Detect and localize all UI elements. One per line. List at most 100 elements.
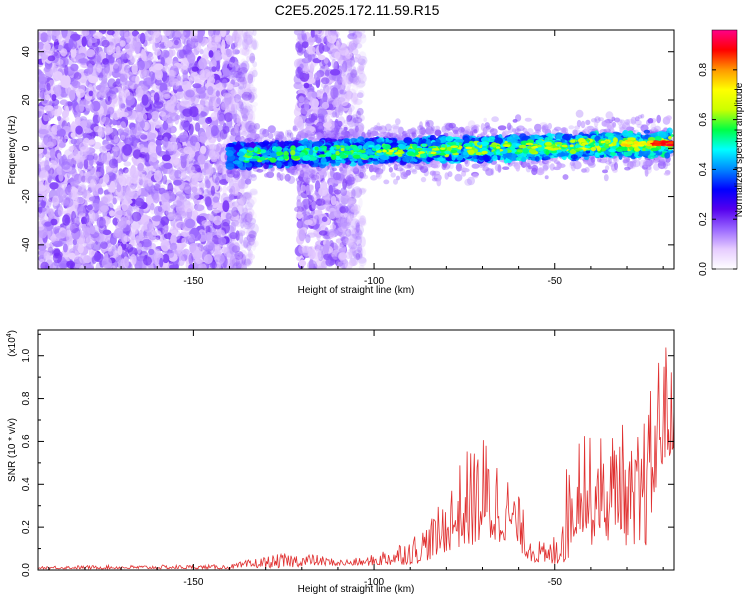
spectral-cell: [307, 217, 317, 227]
spectral-cell: [217, 109, 225, 122]
spectral-cell: [210, 125, 219, 137]
spectral-cell: [167, 213, 178, 221]
spectral-cell: [60, 98, 67, 106]
spectral-cell: [311, 98, 319, 109]
spectral-cell: [62, 214, 71, 226]
spectral-cell: [117, 245, 123, 256]
spectral-cell: [230, 221, 237, 234]
spectral-cell: [120, 103, 126, 109]
spectral-cell: [197, 154, 206, 165]
spectral-cell: [153, 170, 163, 182]
spectral-cell: [68, 38, 74, 50]
spectral-cell: [229, 232, 239, 240]
figure-title: C2E5.2025.172.11.59.R15: [275, 2, 440, 18]
spectral-cell: [80, 146, 90, 152]
spectral-cell: [170, 61, 180, 68]
spectral-cell: [153, 101, 164, 109]
spectral-cell: [134, 197, 144, 207]
spectral-cell: [113, 250, 118, 256]
spectral-cell: [86, 204, 93, 211]
spectral-cell: [120, 224, 131, 232]
spectral-cell: [161, 154, 171, 162]
spectral-cell: [222, 92, 232, 98]
spectral-cell: [111, 94, 120, 107]
spectral-cell: [230, 253, 236, 265]
spectral-cell: [331, 167, 337, 172]
spectral-cell: [153, 192, 160, 204]
spectral-cell: [247, 39, 253, 49]
spectral-cell: [155, 144, 162, 156]
spectral-cell: [249, 110, 256, 123]
spectral-cell: [222, 67, 230, 77]
spectral-cell: [141, 174, 146, 182]
spectral-cell: [176, 242, 182, 254]
spectral-cell: [65, 105, 70, 118]
spectral-cell: [61, 161, 71, 170]
spectral-cell: [81, 223, 87, 232]
spectral-cell: [239, 232, 244, 244]
spectral-cell: [89, 225, 96, 235]
spectral-cell: [160, 216, 169, 227]
spectral-cell: [222, 185, 227, 196]
spectral-cell: [298, 95, 305, 103]
spectral-cell: [549, 163, 555, 171]
spectral-cell: [247, 124, 257, 136]
spectral-cell: [100, 196, 109, 204]
spectral-cell: [96, 64, 103, 73]
spectral-cell: [355, 229, 363, 240]
spectral-cell: [81, 72, 88, 83]
spectral-cell: [163, 162, 173, 170]
spectral-cell: [334, 189, 341, 195]
spectral-cell: [153, 162, 159, 170]
spectral-cell: [244, 170, 249, 178]
spectral-cell: [70, 181, 80, 187]
spectral-cell: [329, 69, 341, 76]
spectral-cell: [120, 134, 126, 141]
spectral-cell: [141, 94, 149, 106]
spectral-cell: [210, 156, 218, 163]
spectral-cell: [585, 119, 591, 126]
spectral-cell: [80, 120, 88, 128]
spectral-cell: [135, 53, 144, 59]
spectral-cell: [207, 86, 214, 96]
spectral-cell: [213, 215, 223, 226]
spectral-cell: [64, 149, 74, 159]
spectral-cell: [211, 171, 219, 184]
spectral-cell: [170, 134, 177, 144]
spectral-cell: [241, 130, 248, 137]
spectral-cell: [327, 229, 335, 238]
spectral-cell: [151, 215, 162, 222]
spectral-cell: [98, 72, 103, 81]
spectral-cell: [164, 100, 175, 112]
spectral-cell: [212, 196, 220, 203]
spectral-cell: [92, 89, 102, 99]
spectral-cell: [207, 242, 216, 255]
spectral-cell: [347, 200, 358, 207]
spectral-cell: [189, 192, 200, 200]
spectral-cell: [250, 223, 259, 235]
spectral-cell: [116, 149, 122, 157]
spectral-cell: [180, 74, 188, 85]
spectral-cell: [109, 180, 116, 192]
spectral-cell: [329, 224, 337, 230]
spectral-cell: [137, 59, 145, 71]
spectral-cell: [58, 142, 66, 149]
spectral-cell: [131, 211, 142, 222]
spectral-cell: [125, 91, 134, 101]
spectral-cell: [319, 88, 324, 94]
spectral-cell: [102, 229, 112, 236]
spectral-cell: [231, 206, 239, 217]
spectral-cell: [134, 42, 141, 55]
spectral-cell: [321, 101, 330, 110]
spectral-cell: [296, 220, 302, 229]
spectral-cell: [87, 63, 94, 75]
spectral-cell: [212, 203, 222, 214]
spectral-cell: [100, 205, 109, 213]
spectral-cell: [143, 221, 154, 233]
spectral-cell: [301, 57, 312, 64]
spectral-cell: [78, 263, 89, 269]
spectral-cell: [152, 31, 162, 44]
spectral-cell: [580, 120, 586, 129]
spectral-cell: [238, 82, 245, 90]
spectral-cell: [130, 254, 137, 266]
